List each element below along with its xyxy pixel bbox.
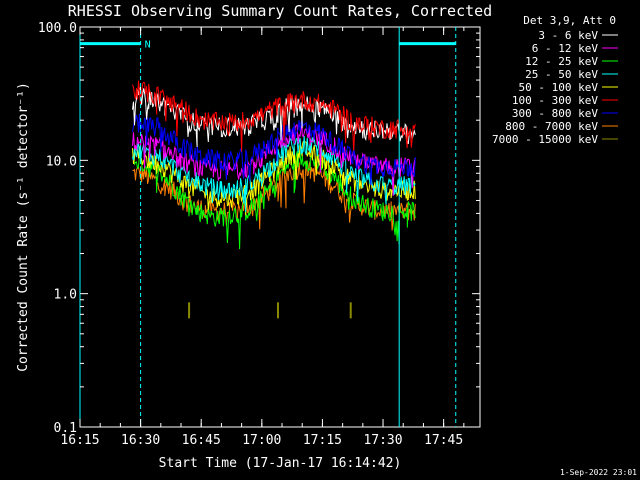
series-line-7	[132, 160, 416, 231]
y-tick-label: 0.1	[54, 421, 77, 436]
x-tick-label: 17:45	[424, 433, 463, 448]
x-tick-label: 17:30	[363, 433, 402, 448]
legend-header: Det 3,9, Att 0	[523, 14, 616, 27]
y-tick-label: 1.0	[54, 288, 77, 303]
x-tick-label: 17:15	[303, 433, 342, 448]
legend-label: 50 - 100 keV	[519, 81, 599, 94]
legend-label: 100 - 300 keV	[512, 94, 598, 107]
night-label: N	[145, 40, 151, 51]
series-layer	[132, 80, 416, 319]
plot-frame	[79, 26, 481, 428]
legend-label: 12 - 25 keV	[525, 55, 598, 68]
x-axis-label: Start Time (17-Jan-17 16:14:42)	[159, 456, 402, 471]
x-tick-label: 16:30	[121, 433, 160, 448]
y-axis-label: Corrected Count Rate (s⁻¹ detector⁻¹)	[16, 82, 31, 372]
x-tick-label: 16:15	[60, 433, 99, 448]
footer-timestamp: 1-Sep-2022 23:01	[560, 468, 637, 477]
x-tick-label: 16:45	[182, 433, 221, 448]
legend-label: 300 - 800 keV	[512, 107, 598, 120]
legend-label: 800 - 7000 keV	[505, 120, 598, 133]
series-line-2	[132, 150, 416, 250]
legend-label: 7000 - 15000 keV	[492, 133, 598, 146]
axis-layer: 16:15 16:30 16:45 17:00 17:15 17:30 17:45 100.0…	[38, 21, 480, 448]
legend-label: 25 - 50 keV	[525, 68, 598, 81]
y-tick-label: 100.0	[38, 21, 77, 36]
legend-label: 6 - 12 keV	[532, 42, 599, 55]
series-line-5	[132, 80, 416, 152]
marker-layer: N	[79, 27, 457, 427]
y-tick-label: 10.0	[46, 154, 77, 169]
series-line-6	[132, 113, 416, 186]
chart-title: RHESSI Observing Summary Count Rates, Co…	[68, 2, 492, 20]
legend-label: 3 - 6 keV	[538, 29, 598, 42]
series-line-3	[132, 135, 416, 213]
x-tick-label: 17:00	[242, 433, 281, 448]
